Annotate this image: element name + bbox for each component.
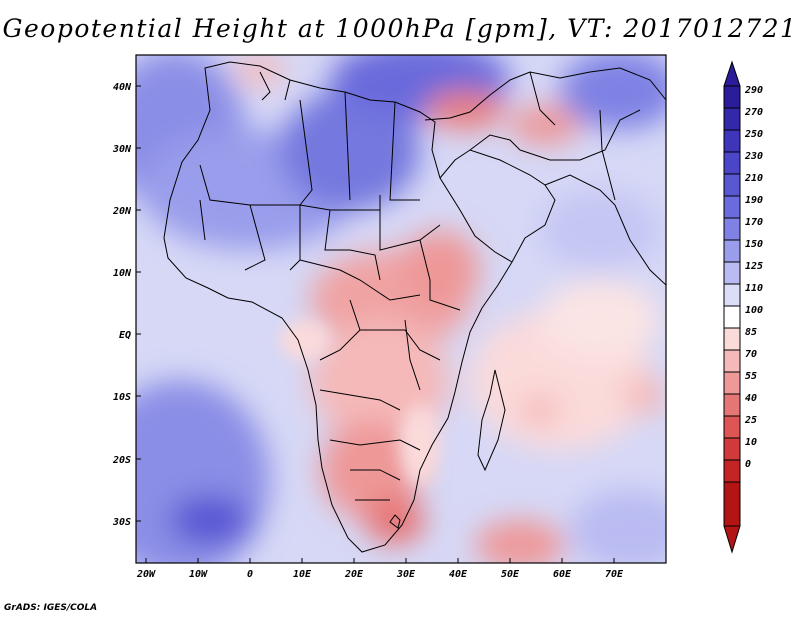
colorbar-swatch <box>723 393 741 417</box>
colorbar-label: 210 <box>744 173 763 184</box>
colorbar-label: 290 <box>744 85 763 96</box>
lat-tick-label: EQ <box>119 330 131 341</box>
lon-tick-label: 20E <box>344 569 364 580</box>
lon-tick-label: 10W <box>189 569 208 580</box>
colorbar-top-arrow <box>723 60 741 87</box>
colorbar-label: 270 <box>744 107 763 118</box>
colorbar-labels: 290 270 250 230 210 190 170 150 125 110 … <box>744 85 763 470</box>
colorbar-swatch <box>723 371 741 395</box>
colorbar-swatch <box>723 305 741 329</box>
colorbar-swatch <box>723 107 741 131</box>
colorbar-swatch <box>723 349 741 373</box>
colorbar-label: 125 <box>745 261 763 272</box>
colorbar-swatch <box>723 459 741 483</box>
colorbar-label: 40 <box>745 393 757 404</box>
lat-tick-labels: 40N 30N 20N 10N EQ 10S 20S 30S <box>112 82 132 528</box>
colorbar-label: 85 <box>745 327 757 338</box>
lat-tick-label: 10N <box>113 268 132 279</box>
lon-tick-label: 20W <box>136 569 156 580</box>
map-frame <box>135 54 667 564</box>
colorbar-swatch <box>723 415 741 439</box>
colorbar-swatch <box>723 239 741 263</box>
colorbar: 290 270 250 230 210 190 170 150 125 110 … <box>723 60 763 554</box>
lat-tick-label: 30S <box>112 517 131 528</box>
colorbar-swatch <box>723 85 741 109</box>
colorbar-label: 230 <box>744 151 763 162</box>
lat-tick-label: 20N <box>112 206 132 217</box>
lat-tick-label: 30N <box>112 144 132 155</box>
colorbar-label: 100 <box>745 305 763 316</box>
lon-tick-label: 50E <box>501 569 520 580</box>
colorbar-swatch <box>723 217 741 241</box>
coastlines-borders <box>163 61 666 553</box>
lon-tick-label: 0 <box>247 569 253 580</box>
colorbar-label: 25 <box>744 415 757 426</box>
lon-tick-label: 70E <box>605 569 624 580</box>
lon-tick-label: 40E <box>449 569 468 580</box>
colorbar-swatch <box>723 129 741 153</box>
colorbar-label: 0 <box>745 459 751 470</box>
lat-tick-label: 40N <box>113 82 132 93</box>
colorbar-bottom-arrow <box>723 525 741 554</box>
lat-tick-label: 10S <box>113 392 131 403</box>
colorbar-swatch <box>723 195 741 219</box>
colorbar-swatch <box>723 261 741 285</box>
lon-tick-label: 30E <box>396 569 416 580</box>
colorbar-label: 190 <box>745 195 763 206</box>
colorbar-label: 70 <box>745 349 757 360</box>
colorbar-swatch <box>723 481 741 527</box>
colorbar-label: 170 <box>745 217 763 228</box>
colorbar-label: 150 <box>745 239 763 250</box>
colorbar-swatch <box>723 437 741 461</box>
colorbar-swatch <box>723 283 741 307</box>
lon-tick-label: 10E <box>293 569 312 580</box>
colorbar-swatch <box>723 327 741 351</box>
map-title: Geopotential Height at 1000hPa [gpm], VT… <box>2 14 798 43</box>
height-field-shading <box>136 55 666 563</box>
lat-tick-marks <box>136 85 141 522</box>
lat-tick-label: 20S <box>112 455 131 466</box>
lon-tick-marks <box>145 558 615 563</box>
colorbar-label: 250 <box>744 129 763 140</box>
footer-credit: GrADS: IGES/COLA <box>4 603 98 613</box>
colorbar-swatch <box>723 151 741 175</box>
lon-tick-labels: 20W 10W 0 10E 20E 30E 40E 50E 60E 70E <box>136 569 624 580</box>
colorbar-label: 55 <box>745 371 757 382</box>
colorbar-label: 110 <box>745 283 763 294</box>
colorbar-swatch <box>723 173 741 197</box>
lon-tick-label: 60E <box>553 569 572 580</box>
colorbar-label: 10 <box>745 437 757 448</box>
